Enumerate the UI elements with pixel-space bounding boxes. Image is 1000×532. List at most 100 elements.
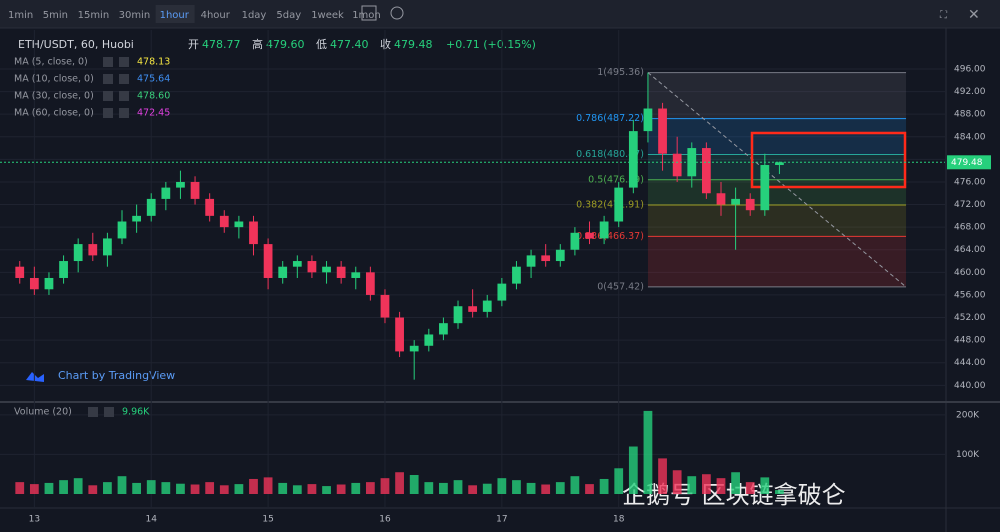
volume-remove[interactable] [104,407,114,417]
candle-body [44,277,54,290]
y-tick-label: 484.00 [954,132,986,142]
volume-bar [731,472,740,494]
interval-button[interactable]: 1hour [160,10,190,21]
x-tick-label: 15 [262,515,273,525]
interval-button[interactable]: 1day [242,10,267,21]
volume-bar [701,474,711,494]
candle-body [336,266,346,278]
y-tick-label: 496.00 [954,64,986,74]
fib-label: 0.236(466.37) [576,231,644,242]
indicator-value: 478.60 [137,91,170,102]
y-tick-label: 448.00 [954,336,986,346]
fib-band [647,179,907,206]
candle-body [672,153,682,177]
volume-bar [88,485,98,494]
fib-band [647,118,907,155]
indicator-remove[interactable] [119,57,129,67]
indicator-toggle[interactable] [103,57,113,67]
volume-toggle[interactable] [88,407,98,417]
candle-body [161,187,171,199]
y-tick-label: 468.00 [954,223,986,233]
volume-bar [585,484,594,494]
y-tick-label: 488.00 [954,110,986,120]
last-price-label: 479.48 [951,158,983,168]
volume-bar [658,458,667,494]
volume-bar [497,478,507,494]
interval-button[interactable]: 1mon [352,10,381,21]
volume-bar [775,490,784,494]
candle-body [760,165,770,211]
volume-bar [380,478,390,494]
volume-bar [716,478,726,494]
candle-body [512,266,521,284]
volume-bar [292,485,302,494]
chart-icon[interactable] [361,5,377,21]
indicator-remove[interactable] [119,91,129,101]
fullscreen-icon[interactable]: ⛶ [939,10,948,21]
indicator-name: MA (60, close, 0) [14,108,94,119]
x-tick-label: 13 [29,515,40,525]
close-icon[interactable]: ✕ [968,7,980,23]
indicator-value: 472.45 [137,108,170,119]
candle-body [453,306,463,324]
candle-body [599,221,609,239]
indicator-remove[interactable] [119,74,129,84]
interval-button[interactable]: 1min [8,10,33,21]
x-tick-label: 16 [379,515,391,525]
indicator-toggle[interactable] [103,108,113,118]
candle-body [103,238,112,256]
candle-body [614,187,624,222]
indicator-name: MA (10, close, 0) [14,74,94,85]
volume-bar [687,476,697,494]
fib-label: 0.5(476.39) [588,174,644,185]
indicator-toggle[interactable] [103,91,113,101]
low-label: 低 [316,38,327,51]
volume-bar [322,486,331,494]
indicator-value: 478.13 [137,57,170,68]
volume-bar [643,410,653,494]
volume-bar [205,482,215,494]
volume-bar [365,482,375,494]
interval-button[interactable]: 15min [78,10,110,21]
y-tick-label: 452.00 [954,313,986,323]
active-interval-bg [155,5,195,23]
indicator-remove[interactable] [119,108,129,118]
volume-bar [249,478,258,494]
interval-button[interactable]: 1week [311,10,344,21]
candle-body [526,255,536,267]
volume-bar [628,446,638,494]
volume-bar [424,482,434,494]
volume-bar [59,480,68,494]
candle-body [146,198,156,216]
volume-bar [439,482,448,494]
volume-bar [234,484,244,494]
volume-bar [307,484,317,494]
candle-body [570,232,580,250]
y-tick-label: 456.00 [954,290,986,300]
volume-tick-label: 100K [956,450,980,460]
candle-body [628,131,638,188]
candle-body [658,108,667,154]
candle-body [59,261,68,278]
y-tick-label: 492.00 [954,87,986,97]
volume-bar [336,484,346,494]
settings-icon[interactable] [390,6,404,20]
candle-body [468,306,478,312]
candle-body [439,323,448,335]
indicator-toggle[interactable] [103,74,113,84]
volume-bar [190,484,200,494]
volume-bar [278,482,288,494]
candle-body [117,221,127,239]
interval-button[interactable]: 30min [119,10,151,21]
candle-body [15,266,25,278]
y-tick-label: 460.00 [954,268,986,278]
open-label: 开 [188,38,199,51]
interval-button[interactable]: 4hour [201,10,231,21]
fib-label: 1(495.36) [597,67,644,78]
y-tick-label: 464.00 [954,245,986,255]
interval-button[interactable]: 5day [276,10,301,21]
interval-button[interactable]: 5min [43,10,68,21]
volume-bar [512,480,521,494]
